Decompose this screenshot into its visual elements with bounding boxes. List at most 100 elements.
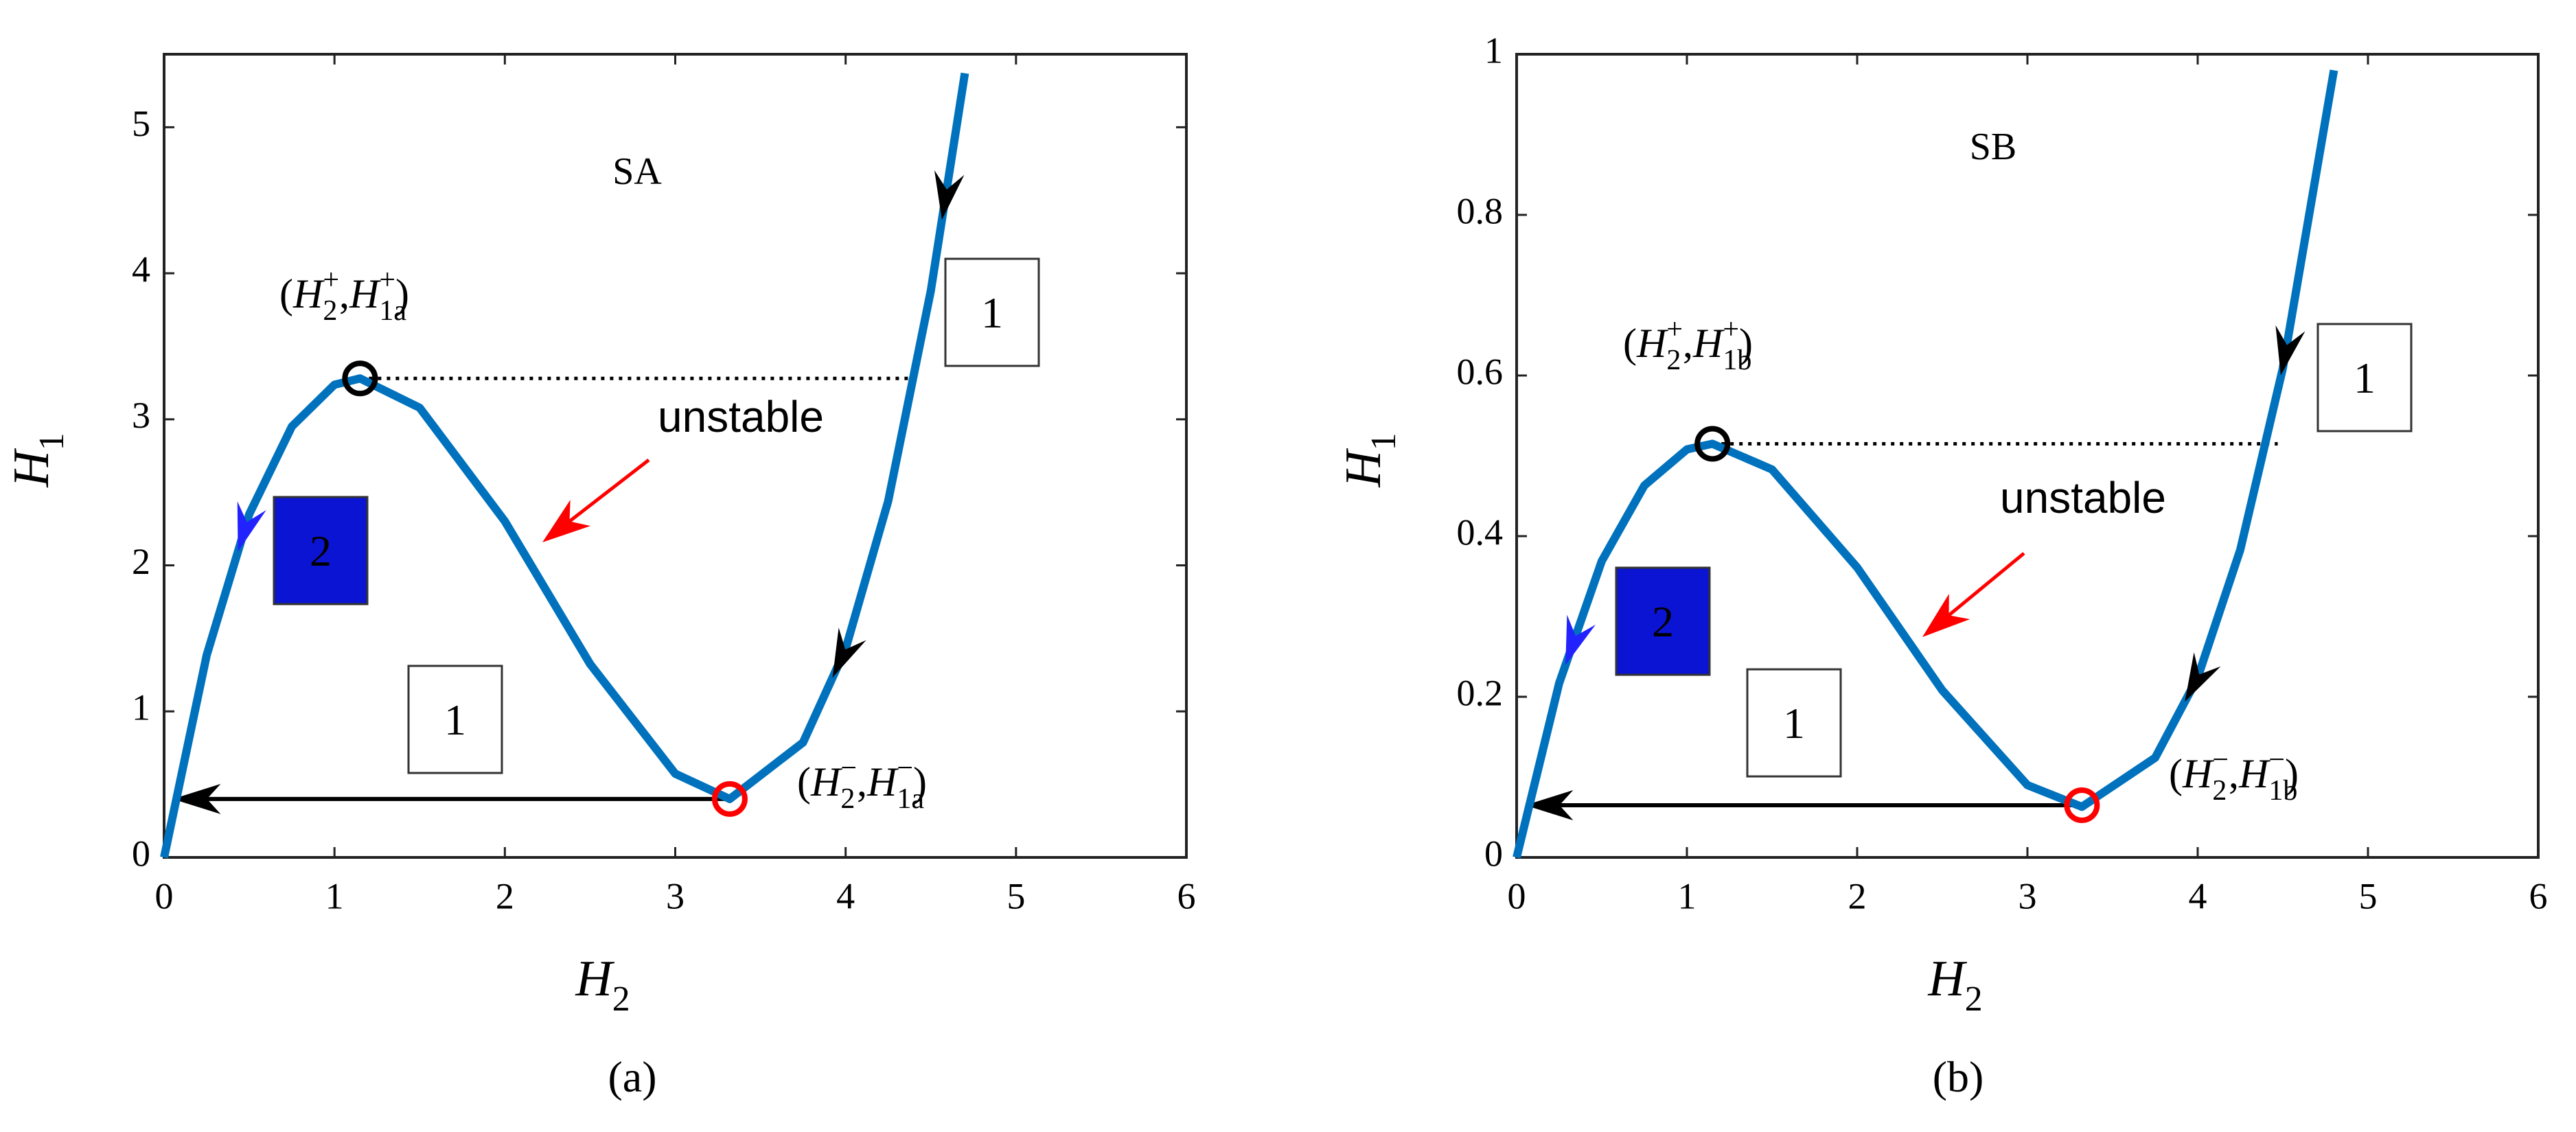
subscript: 2	[1965, 980, 1983, 1019]
text-part: (	[797, 759, 811, 805]
superscript: −	[2212, 744, 2229, 776]
superscript: +	[1666, 314, 1683, 345]
text-part: H	[866, 759, 899, 805]
text-part: )	[1739, 321, 1753, 366]
x-tick-label: 0	[155, 875, 174, 916]
text-part: H	[1692, 321, 1725, 366]
y-tick-label: 0.2	[1457, 672, 1504, 713]
y-axis-label: H1	[3, 432, 71, 487]
panel: 0 1 2 3 4 5 6012345H2H1(H2+,H1a+)(H2−,H1a−)SAu…	[3, 53, 1196, 1101]
point-label: (H2+,H1a+)	[279, 264, 409, 327]
subscript: 1	[1364, 432, 1403, 450]
subscript: 2	[840, 783, 855, 815]
text-part: H	[292, 271, 325, 316]
x-tick-label: 6	[2529, 875, 2548, 916]
x-tick-label: 2	[1848, 875, 1867, 916]
direction-arrow	[237, 501, 266, 552]
x-tick-label: 5	[2359, 875, 2378, 916]
subscript: 1a	[379, 295, 406, 327]
text-part: )	[913, 759, 927, 805]
text-part: (	[1623, 321, 1637, 366]
point-label: (H2+,H1b+)	[1623, 314, 1753, 376]
superscript: +	[379, 264, 395, 296]
text-part: H	[810, 759, 843, 805]
x-axis-label: H2	[575, 951, 630, 1019]
axes-box	[1515, 53, 2540, 859]
x-tick-label: 3	[666, 875, 685, 916]
y-tick-label: 2	[132, 541, 150, 582]
y-tick-label: 3	[132, 395, 150, 436]
box-label: 2	[1652, 597, 1674, 646]
direction-arrow	[2275, 325, 2305, 376]
text-part: ,	[2229, 751, 2239, 796]
direction-arrow	[832, 627, 866, 678]
box	[1615, 566, 1711, 676]
region-label: SA	[612, 150, 662, 193]
text-part: H	[575, 951, 614, 1007]
superscript: +	[323, 264, 339, 296]
note-arrow-head	[1922, 593, 1970, 637]
caption: (b)	[1933, 1052, 1984, 1101]
x-tick-label: 3	[2019, 875, 2037, 916]
subscript: 2	[323, 295, 337, 327]
direction-arrow	[2185, 652, 2221, 702]
text-part: (	[2169, 751, 2183, 796]
superscript: −	[897, 752, 913, 784]
y-tick-label: 0.4	[1457, 511, 1504, 553]
text-part: H	[1335, 448, 1392, 488]
subscript: 2	[1666, 345, 1681, 376]
superscript: −	[840, 752, 857, 784]
x-tick-label: 0	[1508, 875, 1526, 916]
text-part: ,	[857, 759, 867, 805]
curve	[1513, 69, 2338, 859]
arrow-head	[172, 783, 221, 814]
x-tick-label: 6	[1177, 875, 1196, 916]
note-arrow	[1942, 552, 2025, 621]
y-tick-label: 0	[132, 833, 150, 874]
direction-arrow	[934, 170, 965, 220]
text-part: H	[1927, 951, 1967, 1007]
y-tick-label: 5	[132, 103, 150, 144]
arrow-head	[1525, 789, 1574, 820]
region-label: SB	[1970, 126, 2017, 168]
caption: (a)	[608, 1052, 656, 1101]
text-part: ,	[339, 271, 349, 316]
x-tick-label: 5	[1007, 875, 1025, 916]
x-tick-label: 1	[1678, 875, 1697, 916]
box-label: 1	[2354, 354, 2376, 402]
y-tick-label: 0	[1484, 833, 1503, 874]
subscript: 1a	[897, 783, 924, 815]
subscript: 1b	[1723, 345, 1751, 376]
box-label: 1	[1783, 699, 1805, 748]
x-tick-label: 1	[325, 875, 344, 916]
panel: 0 1 2 3 4 5 600.20.40.60.81H2H1(H2+,H1b+)(H2−,…	[1335, 30, 2548, 1101]
subscript: 1	[32, 432, 71, 450]
text-part: H	[2182, 751, 2215, 796]
text-part: )	[395, 271, 409, 316]
box-label: 1	[981, 288, 1003, 337]
box-label: 1	[444, 695, 466, 744]
y-tick-label: 0.6	[1457, 351, 1504, 392]
text-part: ,	[1683, 321, 1693, 366]
box	[2316, 323, 2413, 432]
text-part: (	[279, 271, 293, 316]
axes-box	[163, 53, 1188, 859]
point	[342, 360, 378, 397]
box	[1746, 668, 1842, 778]
point-label: (H2−,H1b−)	[2169, 744, 2299, 807]
box-label: 2	[310, 527, 332, 575]
x-tick-label: 4	[2189, 875, 2207, 916]
text-part: H	[2238, 751, 2271, 796]
x-axis-label: H2	[1927, 951, 1982, 1019]
y-tick-label: 4	[132, 249, 150, 290]
subscript: 2	[2212, 775, 2227, 807]
note-arrow	[563, 459, 650, 527]
note: unstable	[2000, 473, 2166, 522]
y-tick-label: 1	[1484, 30, 1503, 71]
subscript: 2	[612, 980, 630, 1019]
y-axis-label: H1	[1335, 432, 1403, 487]
box	[944, 257, 1040, 367]
point	[711, 781, 748, 817]
point	[2064, 787, 2100, 823]
